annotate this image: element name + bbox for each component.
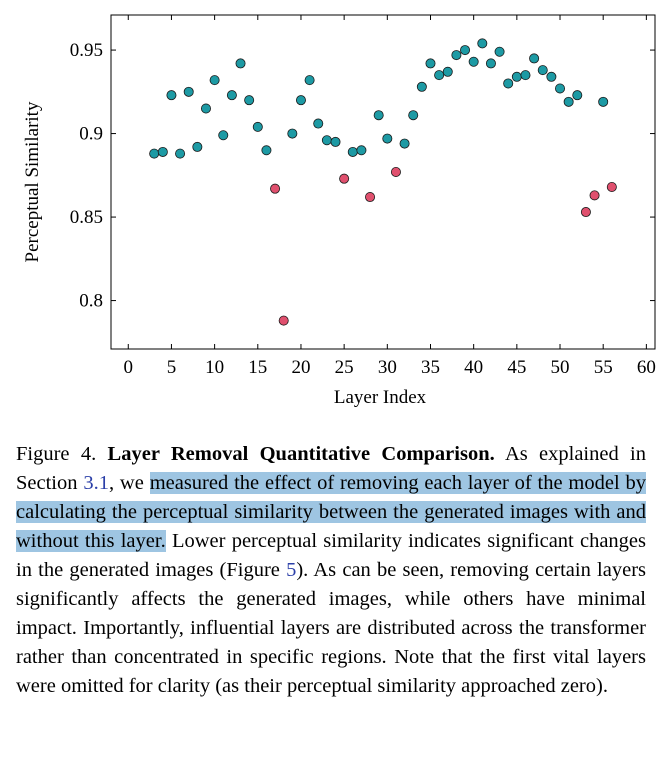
x-tick-label: 0	[124, 357, 134, 378]
data-point	[347, 146, 358, 157]
data-point	[244, 95, 255, 106]
y-tick-label: 0.95	[70, 40, 103, 61]
x-axis-ticks: 0 5 10 15 20 25 30 35 40 45 50 55 60	[124, 15, 656, 378]
x-axis-label: Layer Index	[334, 387, 427, 408]
data-point	[399, 138, 410, 149]
vital-layer-point	[606, 182, 617, 193]
vital-layer-point	[365, 192, 376, 203]
data-point	[183, 86, 194, 97]
figure-reference-link[interactable]: 5	[286, 559, 297, 581]
data-point	[218, 130, 229, 141]
vital-layer-point	[390, 166, 401, 177]
x-tick-label: 50	[551, 357, 570, 378]
data-point	[546, 71, 557, 82]
data-point	[287, 128, 298, 139]
vital-layer-point	[339, 173, 350, 184]
data-point	[425, 58, 436, 69]
data-point	[485, 58, 496, 69]
y-axis-ticks: 0.8 0.85 0.9 0.95	[70, 40, 655, 312]
x-tick-label: 25	[335, 357, 354, 378]
data-point	[468, 56, 479, 67]
x-tick-label: 5	[167, 357, 177, 378]
vital-layer-point	[589, 190, 600, 201]
data-point	[313, 118, 324, 129]
data-point	[494, 46, 505, 57]
figure-caption: Figure 4. Layer Removal Quantitative Com…	[16, 440, 647, 701]
data-point	[529, 53, 540, 64]
data-point	[295, 95, 306, 106]
data-point	[477, 38, 488, 49]
data-point	[451, 50, 462, 61]
y-axis-label: Perceptual Similarity	[22, 101, 43, 262]
data-point	[373, 110, 384, 121]
data-point	[503, 78, 514, 89]
vital-layer-point	[270, 183, 281, 194]
data-point	[330, 136, 341, 147]
vital-layer-point	[278, 315, 289, 326]
y-tick-label: 0.8	[79, 291, 103, 312]
x-tick-label: 35	[421, 357, 440, 378]
caption-title: Layer Removal Quantitative Comparison.	[107, 443, 495, 465]
data-point	[235, 58, 246, 69]
data-point	[226, 90, 237, 101]
caption-text: As explained in Section	[16, 443, 646, 494]
x-tick-label: 55	[594, 357, 613, 378]
data-point	[598, 96, 609, 107]
data-point	[434, 70, 445, 81]
data-point	[442, 66, 453, 77]
data-point	[511, 71, 522, 82]
data-point	[200, 103, 211, 114]
x-tick-label: 10	[205, 357, 224, 378]
x-tick-label: 20	[291, 357, 310, 378]
figure-label: Figure 4.	[16, 443, 97, 465]
data-point	[563, 96, 574, 107]
section-reference-link[interactable]: 3.1	[83, 472, 109, 494]
data-point	[175, 148, 186, 159]
data-point	[149, 148, 160, 159]
y-tick-label: 0.9	[79, 124, 103, 145]
data-point	[192, 141, 203, 152]
scatter-figure: 0 5 10 15 20 25 30 35 40 45 50 55 60 0.8 0.85 0.9 0.95 …	[22, 14, 656, 408]
data-point	[537, 65, 548, 76]
data-point	[572, 90, 583, 101]
plot-frame	[110, 14, 656, 350]
x-tick-label: 30	[378, 357, 397, 378]
data-point	[157, 146, 168, 157]
data-point	[555, 83, 566, 94]
data-point	[166, 90, 177, 101]
perceptual-similarity-chart: 0 5 10 15 20 25 30 35 40 45 50 55 60 0.80.850.90.95 …	[22, 14, 656, 408]
data-point	[416, 81, 427, 92]
x-tick-label: 60	[637, 357, 656, 378]
data-point	[356, 145, 367, 156]
caption-text: Lower perceptual similarity indicates si…	[16, 530, 646, 581]
caption-text: , we	[108, 472, 144, 494]
data-point	[520, 70, 531, 81]
x-tick-label: 40	[464, 357, 483, 378]
data-point	[252, 121, 263, 132]
x-tick-label: 15	[248, 357, 267, 378]
caption-text: ). As can be seen, removing certain laye…	[16, 559, 646, 697]
data-point	[460, 45, 471, 56]
data-points	[149, 38, 617, 326]
x-tick-label: 45	[507, 357, 526, 378]
y-tick-label: 0.85	[70, 207, 103, 228]
data-point	[209, 75, 220, 86]
vital-layer-point	[580, 207, 591, 218]
data-point	[382, 133, 393, 144]
data-point	[408, 110, 419, 121]
data-point	[261, 145, 272, 156]
data-point	[321, 135, 332, 146]
data-point	[304, 75, 315, 86]
